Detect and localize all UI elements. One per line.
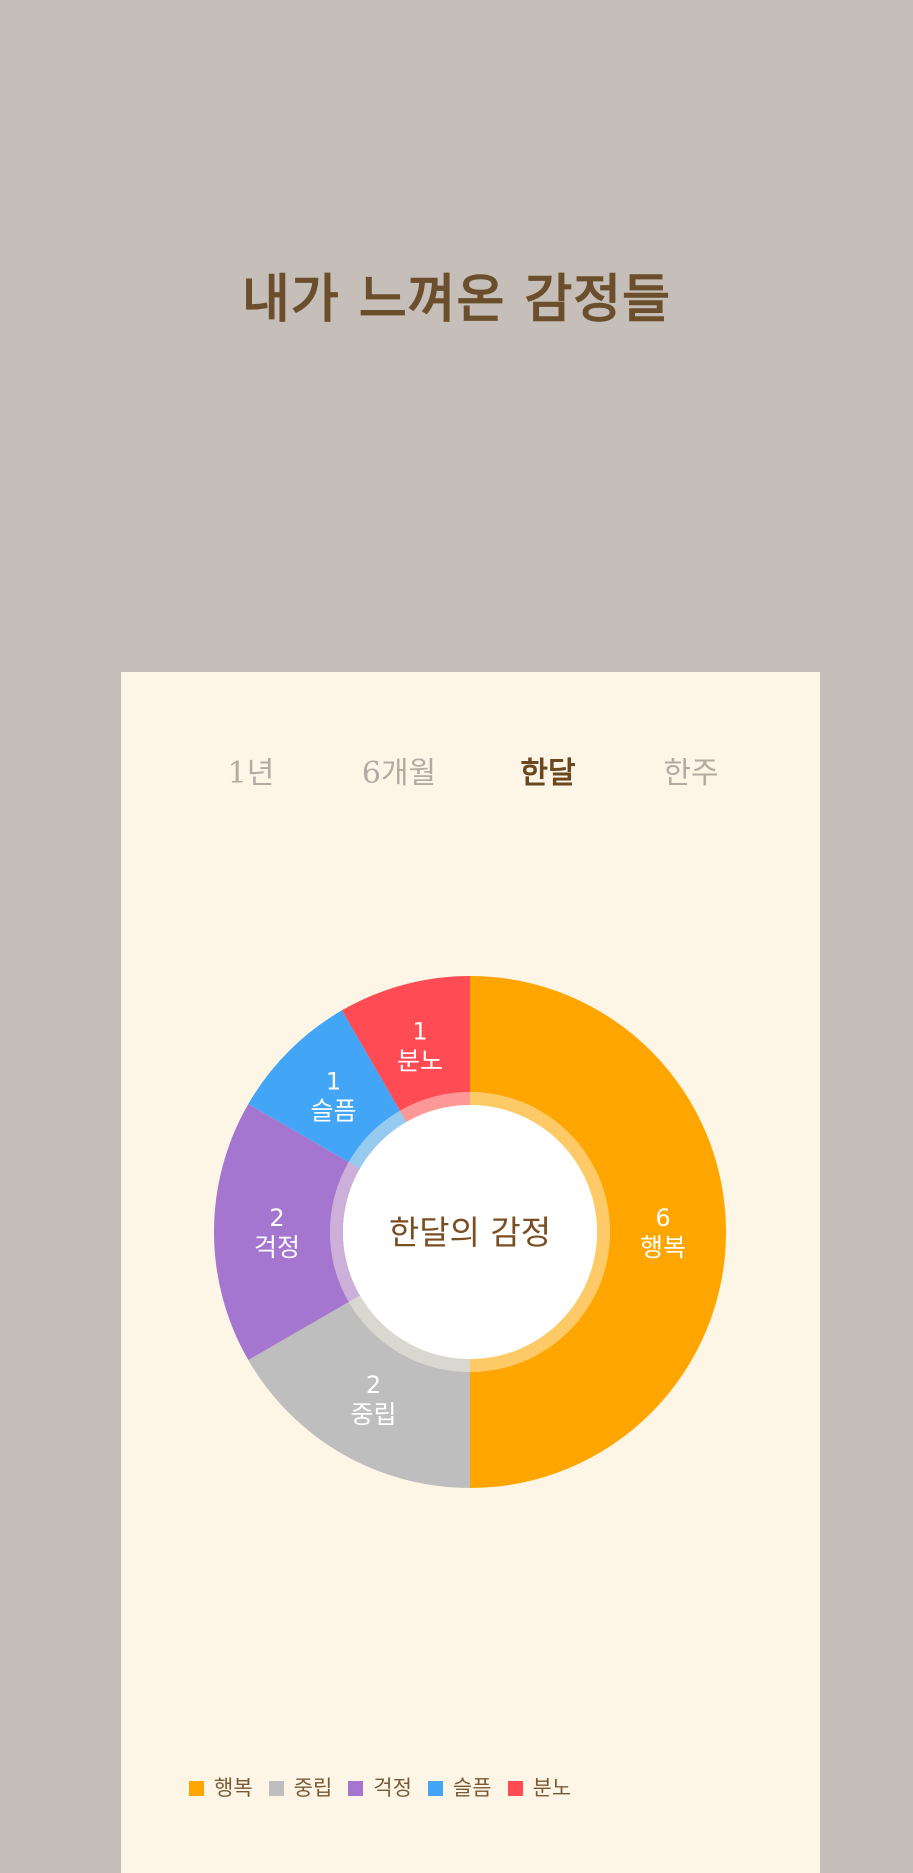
legend-item: 슬픔 — [427, 1774, 492, 1802]
tab-6-months[interactable]: 6개월 — [361, 756, 437, 791]
legend-label: 슬픔 — [452, 1776, 492, 1800]
period-tabs: 1년 6개월 한달 한주 — [121, 750, 820, 810]
donut-center-label: 한달의 감정 — [389, 1213, 551, 1252]
legend-label: 분노 — [532, 1776, 572, 1800]
slice-inner-ring-4 — [400, 1092, 470, 1123]
card-edge — [817, 1847, 820, 1873]
page-title: 내가 느껴온 감정들 — [242, 269, 671, 330]
legend-label: 행복 — [214, 1776, 253, 1800]
tab-1-week[interactable]: 한주 — [663, 756, 719, 791]
emotion-donut-chart: 6 행복 2 중립 2 걱정 1 슬픔 1 분노 한달의 감정 — [121, 972, 820, 1512]
legend-item: 걱정 — [348, 1774, 412, 1802]
slice-category-label-1: 중립 — [350, 1400, 396, 1429]
legend-swatch — [507, 1780, 523, 1796]
slice-3[interactable] — [248, 1010, 400, 1162]
slice-value-label-3: 1 — [326, 1068, 341, 1096]
donut-hole — [343, 1105, 597, 1359]
emotion-card: 1년 6개월 한달 한주 6 행복 2 중립 2 걱정 1 슬픔 1 분노 한달의 감정 행복 중립 걱… — [121, 672, 820, 1873]
legend-label: 중립 — [293, 1776, 333, 1800]
legend-swatch — [189, 1780, 204, 1796]
slice-value-label-4: 1 — [412, 1018, 427, 1046]
legend-label: 걱정 — [373, 1776, 412, 1800]
chart-legend: 행복 중립 걱정 슬픔 분노 — [189, 1770, 587, 1806]
tab-1-year[interactable]: 1년 — [227, 756, 275, 791]
slice-1[interactable] — [248, 1302, 470, 1488]
slice-value-label-1: 2 — [366, 1371, 381, 1399]
slice-value-label-0: 6 — [655, 1204, 670, 1232]
legend-item: 행복 — [189, 1774, 253, 1802]
slice-value-label-2: 2 — [269, 1204, 284, 1232]
slice-category-label-4: 분노 — [397, 1047, 443, 1076]
slice-inner-ring-3 — [348, 1110, 407, 1169]
legend-swatch — [427, 1780, 443, 1796]
legend-swatch — [268, 1780, 284, 1796]
legend-item: 중립 — [268, 1774, 333, 1802]
slice-category-label-0: 행복 — [640, 1233, 686, 1262]
legend-swatch — [348, 1780, 364, 1796]
slice-category-label-2: 걱정 — [254, 1233, 300, 1262]
slice-inner-ring-2 — [330, 1162, 361, 1302]
legend-item: 분노 — [507, 1774, 572, 1802]
slice-4[interactable] — [342, 976, 470, 1111]
slice-category-label-3: 슬픔 — [311, 1097, 357, 1126]
tab-1-month[interactable]: 한달 — [520, 756, 576, 791]
slice-inner-ring-1 — [348, 1295, 470, 1372]
slice-0[interactable] — [470, 976, 726, 1488]
slice-2[interactable] — [214, 1104, 349, 1360]
